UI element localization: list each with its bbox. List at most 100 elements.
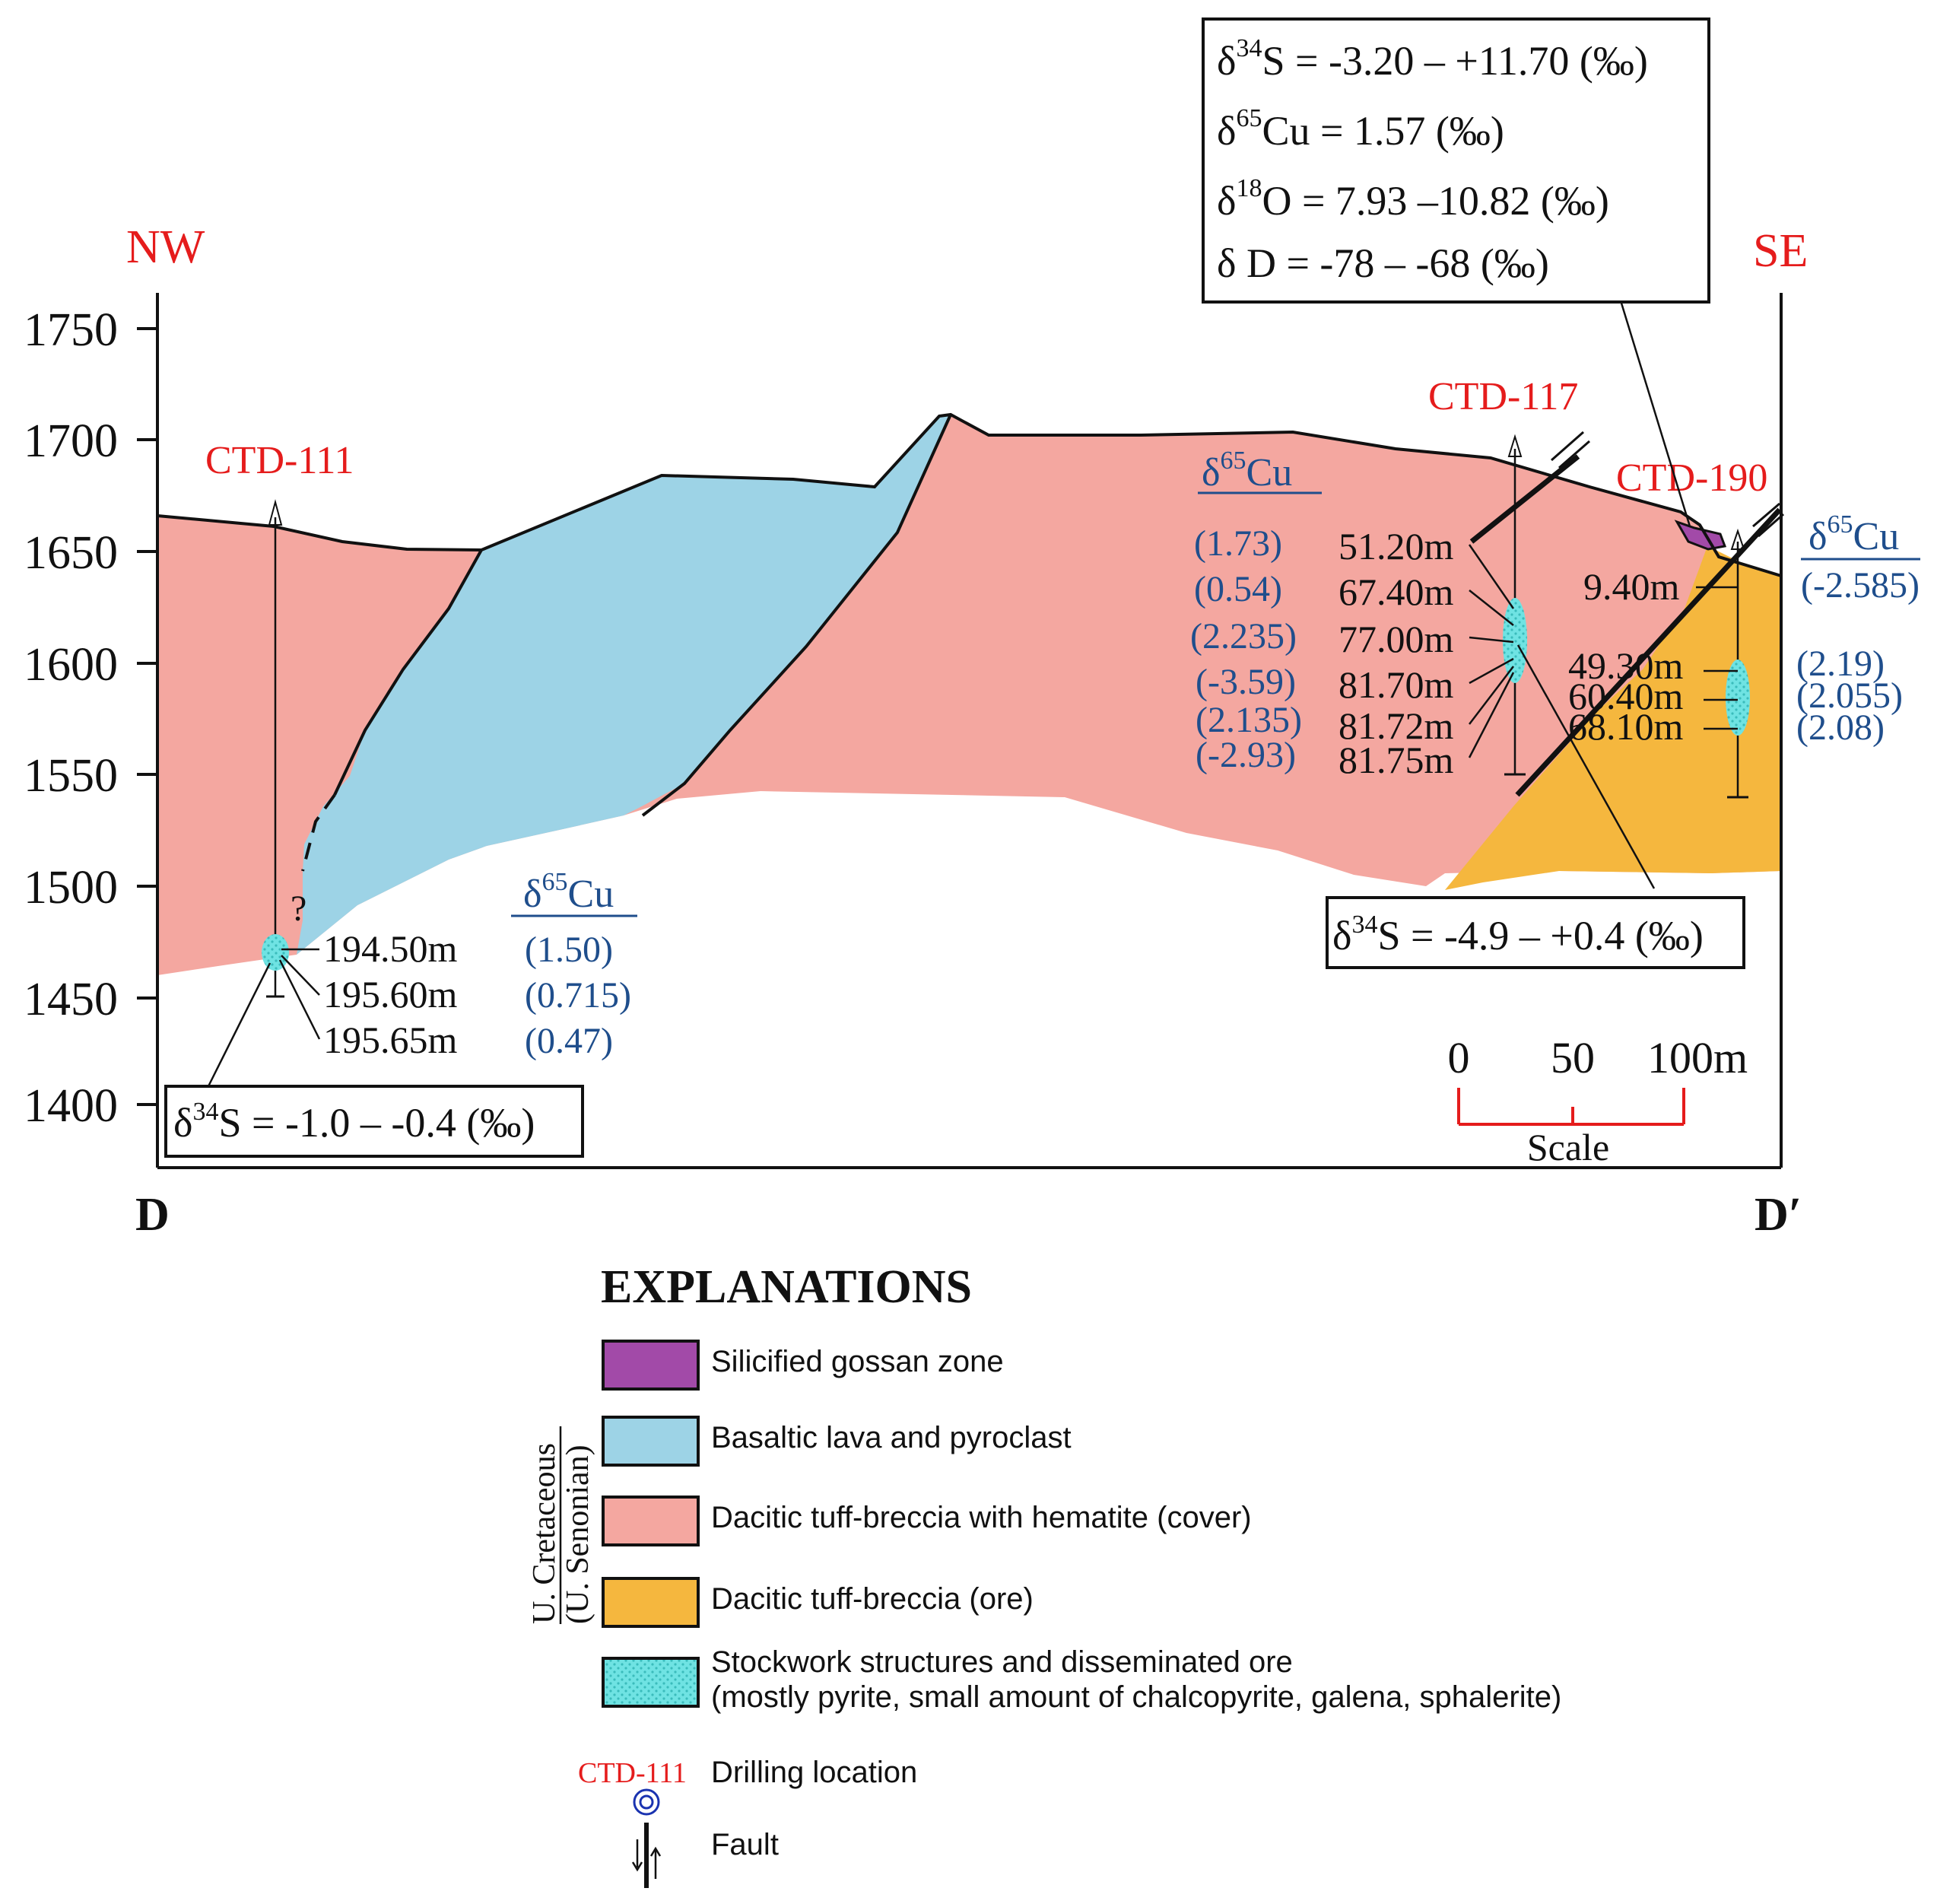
stockwork-zone: [1726, 660, 1750, 736]
sample-depth: 195.60m: [323, 973, 458, 1016]
y-tick-label: 1650: [24, 527, 118, 579]
drillhole-ctd-111: CTD-111 ? 194.50m 195.60m 195.65m δ65Cu …: [164, 439, 637, 1158]
y-tick-label: 1750: [24, 304, 118, 356]
faults: [1469, 431, 1784, 797]
leader-line: [1468, 672, 1515, 758]
collar-marker: [1507, 434, 1523, 457]
y-tick-label: 1500: [24, 862, 118, 914]
unit-gossan: [1674, 520, 1727, 551]
sample-depth: 51.20m: [1339, 525, 1454, 567]
basalt-upper-contact-inferred: [301, 793, 336, 872]
direction-nw: NW: [126, 221, 205, 273]
y-axis: 1750 1700 1650 1600 1550 1500 1450 1400: [24, 304, 157, 1132]
leader-line: [278, 959, 321, 1040]
stockwork-zone: [262, 934, 289, 971]
leader-line: [1469, 636, 1514, 644]
legend-label: Dacitic tuff-breccia with hematite (cove…: [711, 1501, 1252, 1534]
isotope-box-frame: [1202, 17, 1710, 304]
cu-value: (2.19): [1796, 644, 1885, 684]
sample-depth: 67.40m: [1339, 571, 1454, 613]
isotope-summary-box: δ34S = -3.20 – +11.70 (‰) δ65Cu = 1.57 (…: [1202, 17, 1710, 304]
legend-title: EXPLANATIONS: [601, 1261, 972, 1313]
cu-value: (0.47): [525, 1021, 613, 1061]
legend-swatch-basalt: [602, 1416, 700, 1467]
sample-depth: 60.40m: [1568, 675, 1684, 717]
legend-label: Dacitic tuff-breccia (ore): [711, 1582, 1034, 1616]
unit-dacitic-ore: [1445, 546, 1781, 890]
contacts: [157, 412, 1782, 872]
scale-tick-label: 0: [1448, 1033, 1470, 1082]
legend-label: Basaltic lava and pyroclast: [711, 1421, 1072, 1454]
collar-marker: [1730, 528, 1745, 550]
scale-bar: 0 50 100m Scale: [1448, 1033, 1748, 1168]
sulfur-box-text: δ34S = -1.0 – -0.4 (‰): [173, 1098, 535, 1146]
y-tick-label: 1700: [24, 415, 118, 467]
cu-value: (-2.585): [1801, 565, 1920, 606]
sulfur-box: [164, 1085, 584, 1158]
basalt-lower-contact: [641, 414, 952, 817]
legend-age-line1: U. Cretaceous: [527, 1443, 562, 1624]
sample-depth: 195.65m: [323, 1019, 458, 1061]
y-tick-label: 1550: [24, 750, 118, 802]
sample-depth: 77.00m: [1339, 618, 1454, 660]
cu-value: (2.135): [1196, 700, 1302, 740]
legend-swatch-stockwork: [602, 1657, 700, 1708]
sample-depth: 194.50m: [323, 927, 458, 970]
sample-depth: 81.72m: [1339, 704, 1454, 747]
scale-label: Scale: [1527, 1126, 1609, 1168]
sample-depth: 68.10m: [1568, 705, 1684, 748]
legend-swatch-gossan: [602, 1340, 700, 1391]
section-end-left: D: [135, 1189, 170, 1241]
topography-line: [157, 412, 1782, 577]
leader-line: [1469, 590, 1514, 626]
leader-line: [1618, 297, 1691, 527]
legend-label: (mostly pyrite, small amount of chalcopy…: [711, 1680, 1561, 1714]
leader-line: [202, 962, 272, 1096]
fault-icon: [631, 1823, 662, 1888]
unit-basalt: [297, 415, 951, 955]
drillhole-label: CTD-190: [1616, 456, 1767, 500]
cu-value: (0.715): [525, 975, 631, 1016]
fault-arrow: [1758, 513, 1784, 538]
isotope-line: δ D = -78 – -68 (‰): [1217, 240, 1549, 286]
drilling-location-icon: [633, 1788, 660, 1816]
leader-line: [1469, 657, 1514, 685]
drillhole-label: CTD-117: [1428, 375, 1578, 418]
fault-arrow: [1752, 502, 1780, 528]
cu-value: (-2.93): [1196, 735, 1296, 775]
leader-line: [1516, 644, 1656, 889]
fault-arrow: [1558, 440, 1590, 469]
direction-se: SE: [1753, 225, 1808, 277]
drillhole-ctd-190: CTD-190 9.40m 49.30m 60.40m 68.10m δ65Cu…: [1568, 297, 1920, 799]
sample-depth: 81.75m: [1339, 739, 1454, 781]
question-mark: ?: [291, 888, 306, 929]
cu-value: (2.08): [1796, 707, 1885, 748]
legend-age-line2: (U. Senonian): [560, 1445, 595, 1624]
legend-label: Stockwork structures and disseminated or…: [711, 1645, 1293, 1679]
collar-marker: [268, 499, 283, 526]
y-tick-label: 1450: [24, 974, 118, 1025]
cu-value: (2.055): [1796, 675, 1903, 716]
leader-line: [1468, 544, 1515, 609]
drillhole-label: CTD-111: [205, 439, 354, 482]
cu-value: (-3.59): [1196, 662, 1296, 702]
sulfur-box: [1326, 896, 1745, 969]
cu-header: δ65Cu: [523, 868, 614, 916]
legend-age-label: U. Cretaceous (U. Senonian): [527, 1426, 595, 1624]
legend-label: Silicified gossan zone: [711, 1345, 1004, 1378]
isotope-line: δ34S = -3.20 – +11.70 (‰): [1217, 34, 1648, 84]
y-tick-label: 1600: [24, 639, 118, 691]
drillhole-ctd-117: CTD-117 51.20m 67.40m 77.00m 81.70m 81.7…: [1190, 375, 1745, 969]
sulfur-box-text: δ34S = -4.9 – +0.4 (‰): [1332, 911, 1704, 958]
fault-arrow: [1551, 431, 1584, 462]
fault-line: [1469, 454, 1580, 544]
legend-drilling-sample: CTD-111: [578, 1757, 687, 1789]
legend-label: Fault: [711, 1828, 779, 1861]
fault-line: [1515, 507, 1782, 797]
geology-units: [157, 415, 1781, 975]
isotope-line: δ18O = 7.93 –10.82 (‰): [1217, 174, 1609, 224]
isotope-line: δ65Cu = 1.57 (‰): [1217, 104, 1504, 154]
legend-swatch-dacitic-ore: [602, 1577, 700, 1628]
section-end-right: D′: [1755, 1189, 1802, 1241]
